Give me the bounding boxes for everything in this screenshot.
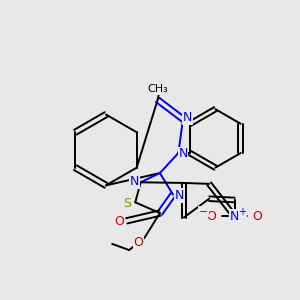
Text: N: N xyxy=(178,147,188,160)
Text: −: − xyxy=(199,206,208,217)
Text: N: N xyxy=(183,111,192,124)
Text: O: O xyxy=(114,215,124,228)
Text: S: S xyxy=(124,197,132,210)
Text: N: N xyxy=(175,189,184,202)
Text: O: O xyxy=(253,210,262,223)
Text: N: N xyxy=(230,210,239,223)
Text: +: + xyxy=(238,207,246,217)
Text: N: N xyxy=(130,175,139,188)
Text: O: O xyxy=(206,210,216,223)
Text: O: O xyxy=(134,236,143,249)
Text: CH₃: CH₃ xyxy=(147,84,168,94)
